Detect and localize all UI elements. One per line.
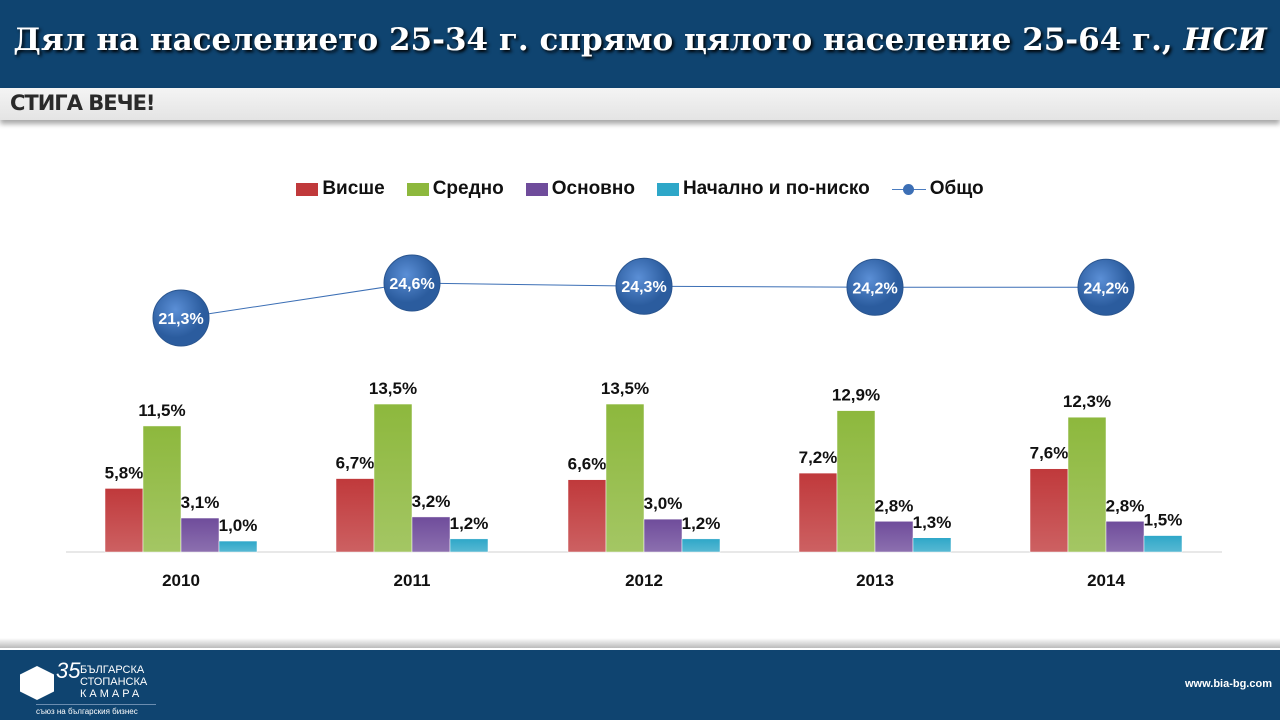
bar: [567, 479, 607, 553]
data-label: 2,8%: [1106, 496, 1145, 515]
data-label: 3,2%: [412, 492, 451, 511]
legend-swatch: [406, 182, 429, 196]
x-tick-label: 2011: [394, 571, 431, 590]
total-marker: [152, 289, 210, 347]
data-label: 1,5%: [1144, 511, 1183, 530]
header-bar: Дял на населението 25-34 г. спрямо цялот…: [0, 0, 1280, 88]
bar: [798, 472, 838, 553]
data-label: 5,8%: [105, 463, 144, 482]
data-label: 3,1%: [181, 493, 220, 512]
data-label: 7,6%: [1030, 444, 1069, 463]
legend-item: Начално и по-ниско: [656, 178, 870, 200]
legend-line-marker: [891, 183, 926, 196]
brand-logo: СТИГА ВЕЧЕ!: [10, 91, 156, 115]
data-label: 1,2%: [682, 514, 721, 533]
logo-line: КАМАРА: [80, 688, 143, 700]
data-label: 1,0%: [219, 516, 258, 535]
divider: [0, 638, 1280, 648]
logo-number: 35: [56, 658, 81, 683]
bar: [449, 538, 489, 553]
legend-label: Висше: [322, 178, 385, 199]
bar: [643, 518, 683, 553]
data-label: 6,7%: [336, 454, 375, 473]
total-label: 24,2%: [1083, 280, 1128, 297]
bar: [335, 478, 375, 553]
legend-swatch: [296, 182, 319, 196]
legend-label: Начално и по-ниско: [682, 178, 870, 199]
total-label: 21,3%: [158, 311, 203, 328]
x-tick-label: 2013: [856, 571, 894, 590]
total-label: 24,2%: [852, 280, 897, 297]
logo-text: БЪЛГАРСКА СТОПАНСКА КАМАРА: [80, 664, 160, 700]
bar: [142, 425, 182, 553]
bar: [218, 540, 258, 553]
bar: [836, 410, 876, 553]
data-label: 11,5%: [138, 401, 185, 420]
bar: [180, 517, 220, 553]
legend-item: Средно: [406, 178, 504, 200]
logo-line: БЪЛГАРСКА: [80, 664, 145, 676]
data-label: 2,8%: [875, 496, 914, 515]
bar: [373, 403, 413, 553]
bar: [1067, 416, 1107, 553]
total-label: 24,6%: [389, 276, 434, 293]
legend-item: Основно: [525, 178, 635, 200]
logo-line: СТОПАНСКА: [80, 676, 148, 688]
data-label: 1,2%: [450, 514, 489, 533]
data-label: 7,2%: [799, 448, 838, 467]
data-label: 13,5%: [369, 379, 417, 398]
bar: [411, 516, 451, 553]
total-label: 24,3%: [621, 279, 666, 296]
x-tick-label: 2014: [1087, 571, 1125, 590]
legend-item: Общо: [891, 178, 984, 200]
data-label: 12,3%: [1063, 392, 1111, 411]
x-tick-label: 2010: [162, 571, 200, 590]
bar: [104, 488, 144, 553]
website-link[interactable]: www.bia-bg.com: [1185, 678, 1272, 690]
footer-bar: 35 БЪЛГАРСКА СТОПАНСКА КАМАРА съюз на бъ…: [0, 650, 1280, 720]
bar: [874, 521, 914, 553]
total-marker: [615, 257, 673, 315]
bar: [1143, 535, 1183, 553]
legend-label: Средно: [432, 178, 504, 199]
page-title: Дял на населението 25-34 г. спрямо цялот…: [13, 22, 1267, 58]
bar: [605, 403, 645, 553]
total-marker: [1077, 258, 1135, 316]
bar: [1029, 468, 1069, 553]
legend-label: Основно: [551, 178, 635, 199]
bar: [1105, 521, 1145, 553]
legend-swatch: [656, 182, 679, 196]
legend-item: Висше: [296, 178, 385, 200]
data-label: 13,5%: [601, 379, 649, 398]
logo-tagline: съюз на българския бизнес: [36, 704, 156, 716]
legend-swatch: [525, 182, 548, 196]
data-label: 3,0%: [644, 494, 683, 513]
data-label: 6,6%: [568, 455, 607, 474]
bar: [681, 538, 721, 553]
data-label: 1,3%: [913, 513, 952, 532]
data-label: 12,9%: [832, 386, 880, 405]
bar: [912, 537, 952, 553]
total-marker: [383, 254, 441, 312]
x-tick-label: 2012: [625, 571, 663, 590]
chart-legend: Висше Средно Основно Начално и по-ниско Общо: [0, 178, 1280, 200]
brand-strip: СТИГА ВЕЧЕ!: [0, 88, 1280, 120]
legend-label: Общо: [929, 178, 984, 199]
bcc-logo-icon: [20, 666, 54, 700]
total-marker: [846, 258, 904, 316]
